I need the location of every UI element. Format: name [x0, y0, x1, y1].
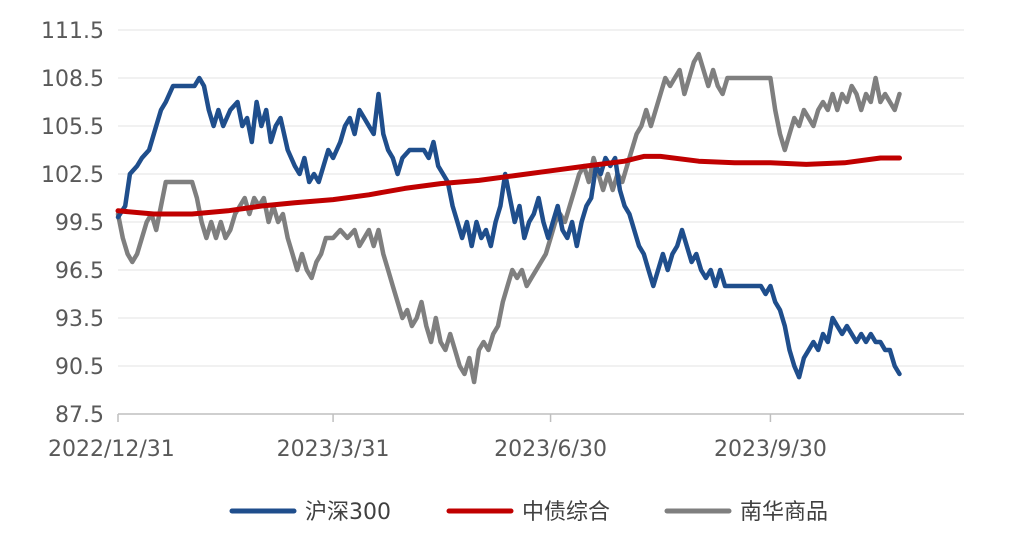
y-tick-label: 93.5 — [55, 307, 104, 332]
y-tick-label: 87.5 — [55, 403, 104, 428]
series-line-0 — [115, 75, 902, 380]
axes — [117, 413, 964, 422]
legend-label-1: 中债综合 — [522, 500, 610, 525]
x-tick-label: 2023/9/30 — [714, 437, 827, 462]
legend-label-2: 南华商品 — [740, 500, 828, 525]
x-tick-label: 2023/3/31 — [277, 437, 390, 462]
series-lines — [115, 51, 902, 385]
y-tick-label: 99.5 — [55, 211, 104, 236]
series-line-2 — [115, 51, 902, 385]
y-tick-label: 111.5 — [41, 19, 104, 44]
y-axis-tick-labels: 87.5 90.5 93.5 96.5 99.5 102.5 105.5 108.5 111.5 — [41, 19, 104, 428]
x-tick-label: 2022/12/31 — [48, 437, 175, 462]
y-tick-label: 108.5 — [41, 67, 104, 92]
y-tick-label: 90.5 — [55, 355, 104, 380]
y-tick-label: 102.5 — [41, 163, 104, 188]
x-axis-tick-labels: 2022/12/31 2023/3/31 2023/6/30 2023/9/30 — [48, 437, 827, 462]
legend-label-0: 沪深300 — [305, 500, 391, 525]
legend: 沪深300 中债综合 南华商品 — [229, 500, 828, 525]
series-line-1 — [115, 153, 902, 217]
y-tick-label: 105.5 — [41, 115, 104, 140]
x-tick-label: 2023/6/30 — [494, 437, 607, 462]
y-tick-label: 96.5 — [55, 259, 104, 284]
